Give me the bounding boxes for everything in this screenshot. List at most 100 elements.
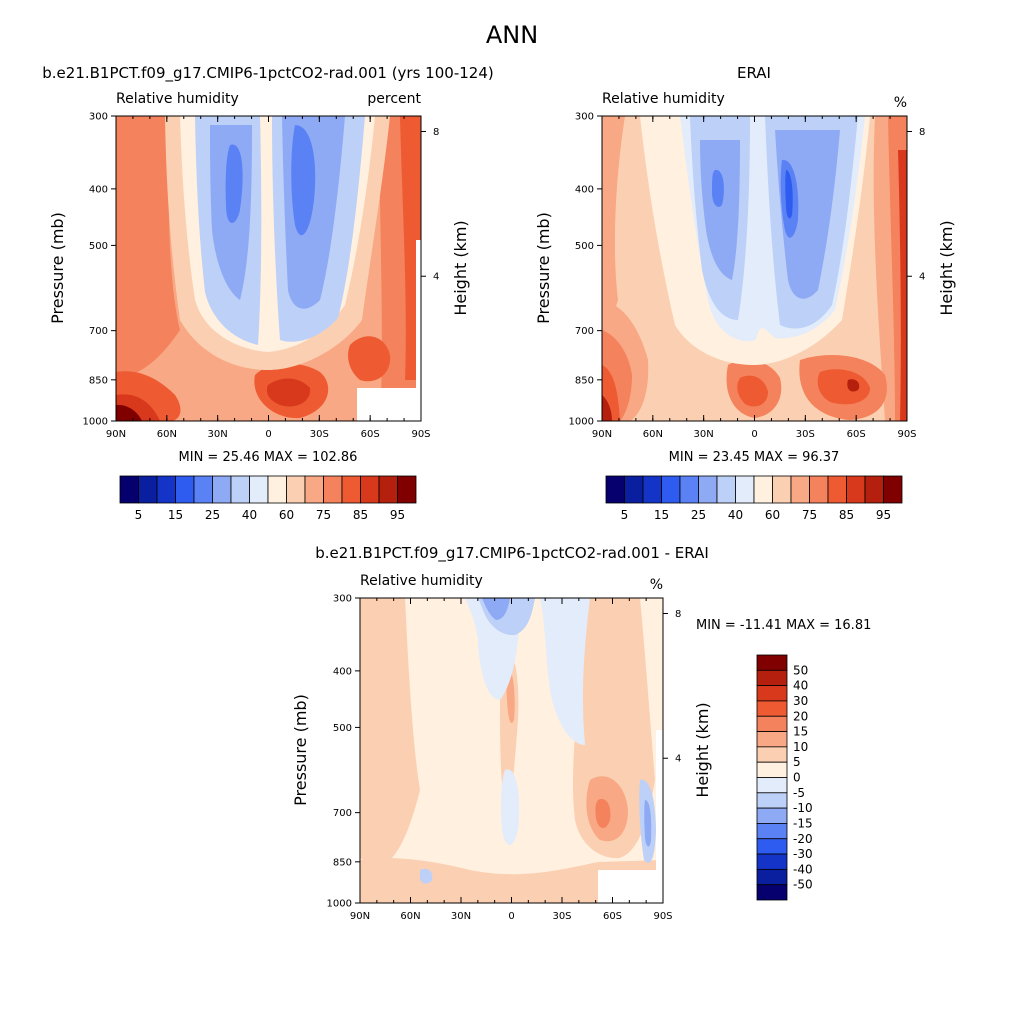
panel-erai: ERAI Relative humidity %	[534, 64, 956, 522]
colorbar-swatch	[756, 761, 788, 778]
colorbar-swatch	[360, 475, 380, 504]
y-right-ticks: 84	[907, 127, 925, 283]
colorbar-swatch	[756, 746, 788, 763]
contour-band	[595, 799, 611, 829]
panel-difference: b.e21.B1PCT.f09_g17.CMIP6-1pctCO2-rad.00…	[291, 544, 871, 922]
figure-title: ANN	[486, 21, 538, 49]
contour-band	[116, 116, 180, 380]
y-right-axis-label: Height (km)	[451, 220, 470, 315]
colorbar-label: 40	[728, 508, 743, 522]
stats-text: MIN = 23.45 MAX = 96.37	[669, 450, 840, 465]
contour-band	[785, 170, 793, 219]
colorbar-swatch	[341, 475, 361, 504]
x-tick-label: 90S	[897, 429, 916, 440]
x-tick-label: 30N	[694, 429, 714, 440]
colorbar-label: -50	[793, 878, 813, 892]
colorbar-label: 25	[205, 508, 220, 522]
contour-band	[266, 378, 311, 407]
panel-title: b.e21.B1PCT.f09_g17.CMIP6-1pctCO2-rad.00…	[42, 64, 493, 83]
colorbar-label: -5	[793, 786, 805, 800]
panel-model: b.e21.B1PCT.f09_g17.CMIP6-1pctCO2-rad.00…	[42, 64, 493, 522]
missing-data	[598, 870, 663, 903]
colorbar-swatch	[212, 475, 232, 504]
colorbar-label: 40	[242, 508, 257, 522]
colorbar-label: 30	[793, 694, 808, 708]
colorbar-label: 75	[316, 508, 331, 522]
colorbar-swatch	[624, 475, 644, 504]
y-right-axis-label: Height (km)	[937, 220, 956, 315]
colorbar-swatch	[756, 777, 788, 794]
contour-band	[817, 369, 870, 405]
y-right-tick-label: 8	[675, 609, 681, 620]
colorbar-swatch	[756, 685, 788, 702]
panel-title: b.e21.B1PCT.f09_g17.CMIP6-1pctCO2-rad.00…	[315, 544, 709, 563]
colorbar-swatch	[756, 715, 788, 732]
colorbar-swatch	[304, 475, 324, 504]
colorbar-label: 5	[135, 508, 143, 522]
missing-data	[416, 240, 421, 390]
x-tick-label: 60N	[643, 429, 663, 440]
x-tick-label: 30S	[552, 911, 571, 922]
colorbar-swatch	[756, 731, 788, 748]
x-ticks: 90N 60N 30N 0 30S 60S 90S	[592, 116, 917, 440]
x-tick-label: 60N	[157, 429, 177, 440]
x-tick-label: 0	[751, 429, 757, 440]
colorbar-swatch	[230, 475, 250, 504]
y-tick-label: 500	[333, 723, 352, 734]
colorbar-swatch	[138, 475, 158, 504]
colorbar-swatch	[605, 475, 625, 504]
contour-band	[465, 598, 590, 745]
y-right-ticks: 84	[421, 127, 439, 283]
colorbar-swatch	[286, 475, 306, 504]
y-tick-label: 300	[89, 112, 108, 123]
y-right-tick-label: 4	[433, 272, 439, 283]
y-ticks: 300 400 500 700 850 1000	[327, 594, 360, 910]
contour-band	[737, 375, 768, 407]
colorbar-swatch	[756, 838, 788, 855]
contour-band	[712, 169, 724, 207]
colorbar-label: 95	[876, 508, 891, 522]
colorbar-label: 15	[793, 725, 808, 739]
contour-band	[225, 144, 243, 223]
x-tick-label: 60S	[847, 429, 866, 440]
colorbar-label: 85	[839, 508, 854, 522]
colorbar-swatch	[642, 475, 662, 504]
x-tick-label: 30N	[451, 911, 471, 922]
colorbar-label: -30	[793, 847, 813, 861]
y-tick-label: 700	[333, 808, 352, 819]
y-tick-label: 850	[89, 375, 108, 386]
contour-band	[420, 868, 433, 884]
colorbar-swatch	[661, 475, 681, 504]
colorbar-swatch	[249, 475, 269, 504]
x-tick-label: 60S	[603, 911, 622, 922]
colorbar-swatch	[756, 654, 788, 671]
y-right-tick-label: 4	[919, 272, 925, 283]
colorbar-label: 0	[793, 771, 801, 785]
y-tick-label: 400	[333, 666, 352, 677]
missing-data	[656, 730, 663, 870]
panel-title: ERAI	[737, 64, 771, 82]
x-tick-label: 0	[508, 911, 514, 922]
colorbar-swatch	[756, 669, 788, 687]
contour-band	[644, 800, 652, 847]
contour-band	[291, 125, 316, 236]
x-tick-label: 90N	[592, 429, 612, 440]
colorbar-swatch	[193, 475, 213, 504]
colorbar-swatch	[119, 475, 139, 504]
colorbar-swatch	[698, 475, 718, 504]
colorbar-swatch	[772, 475, 792, 504]
y-tick-label: 700	[89, 326, 108, 337]
colorbar-swatch	[790, 475, 810, 504]
colorbar-swatch	[809, 475, 829, 504]
y-tick-label: 300	[575, 112, 594, 123]
contour-band	[898, 150, 907, 421]
y-tick-label: 500	[575, 241, 594, 252]
contour-band	[700, 140, 740, 280]
colorbar-swatch	[267, 475, 287, 504]
colorbar-swatch	[679, 475, 699, 504]
y-axis-label: Pressure (mb)	[291, 694, 310, 806]
contour-band	[602, 116, 625, 332]
colorbar-swatch	[756, 884, 788, 901]
